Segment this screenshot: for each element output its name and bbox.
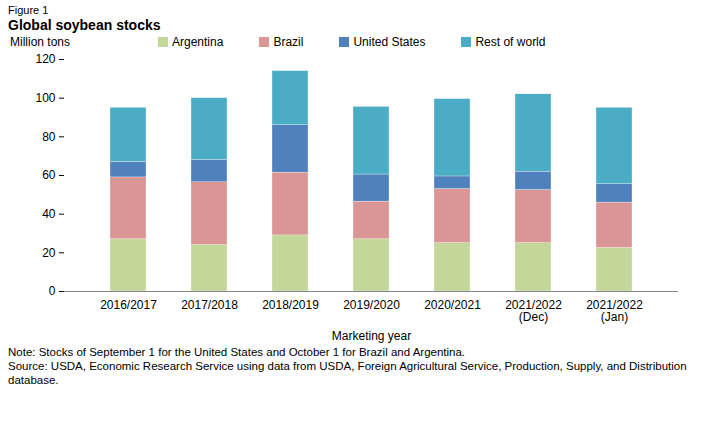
svg-text:100: 100	[35, 91, 55, 105]
html-text:United States: United States	[353, 35, 426, 49]
html-text:Global soybean stocks: Global soybean stocks	[8, 17, 161, 33]
svg-text:2016/2017: 2016/2017	[100, 298, 157, 312]
svg-text:80: 80	[42, 130, 56, 144]
svg-text:2021/2022(Jan): 2021/2022(Jan)	[586, 298, 643, 324]
svg-text:2017/2018: 2017/2018	[181, 298, 238, 312]
svg-text:Marketing year: Marketing year	[332, 329, 411, 343]
svg-text:2018/2019: 2018/2019	[262, 298, 319, 312]
svg-text:40: 40	[42, 207, 56, 221]
svg-text:2019/2020: 2019/2020	[343, 298, 400, 312]
svg-text:120: 120	[35, 52, 55, 66]
svg-text:2021/2022(Dec): 2021/2022(Dec)	[505, 298, 562, 324]
html-text:Figure 1: Figure 1	[8, 4, 49, 16]
html-text:Note: Stocks of September 1 fo: Note: Stocks of September 1 for the Unit…	[8, 346, 466, 358]
html-text:Brazil: Brazil	[273, 35, 304, 49]
html-text:Source: USDA, Economic Researc: Source: USDA, Economic Research Service …	[8, 360, 687, 386]
html-text:Argentina: Argentina	[172, 35, 224, 49]
svg-text:2020/2021: 2020/2021	[424, 298, 481, 312]
svg-text:20: 20	[42, 246, 56, 260]
svg-text:60: 60	[42, 168, 56, 182]
html-text:Million tons: Million tons	[10, 35, 70, 49]
html-text:Rest of world: Rest of world	[475, 35, 546, 49]
svg-text:0: 0	[49, 284, 56, 298]
